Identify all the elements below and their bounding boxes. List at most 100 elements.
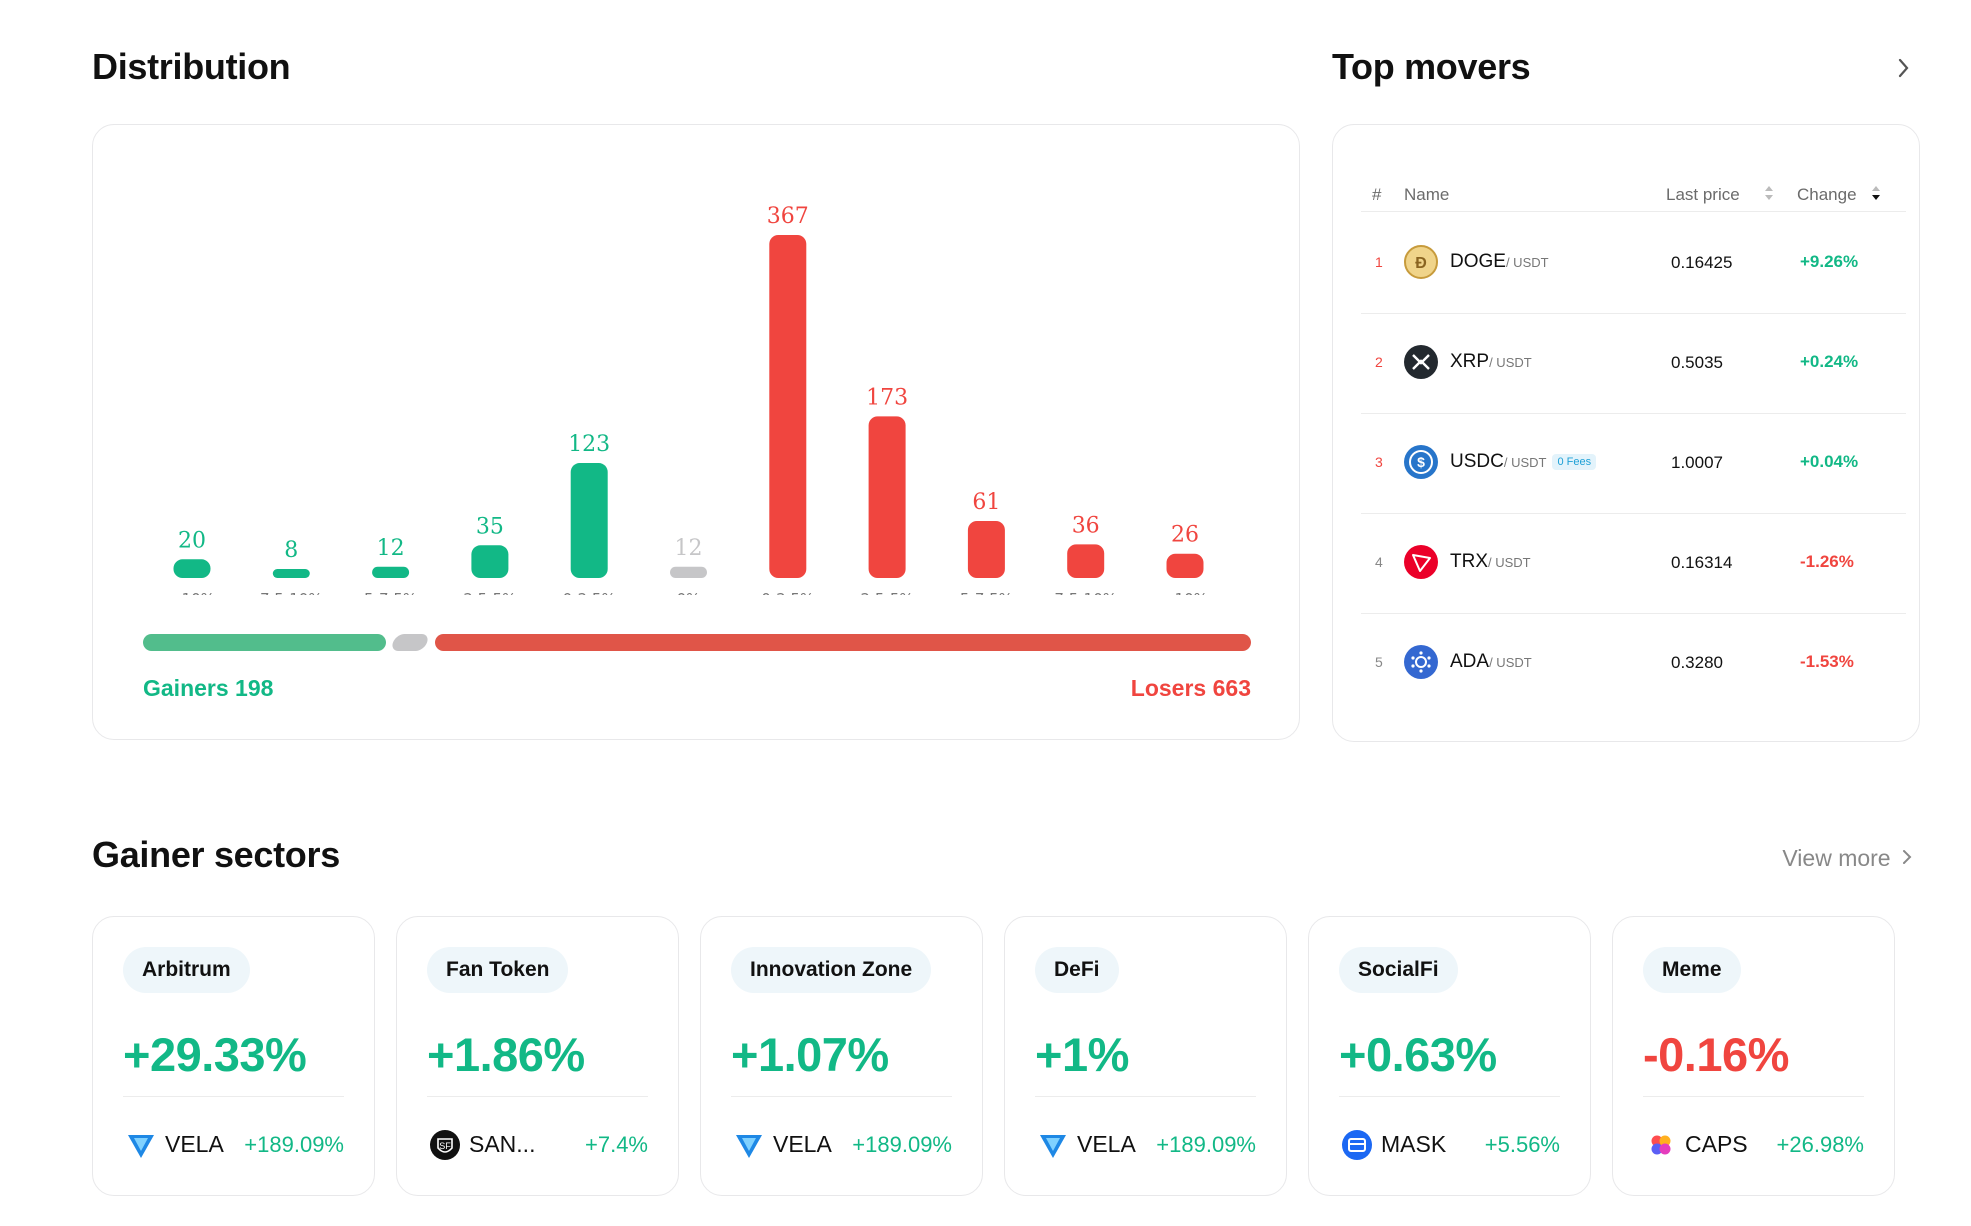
sector-card[interactable]: Innovation Zone +1.07% VELA +189.09%	[700, 916, 983, 1196]
sector-change: +1%	[1035, 1028, 1129, 1081]
mover-last-price: 0.16314	[1671, 553, 1733, 572]
bar-value-label: 173	[866, 385, 908, 410]
mover-quote: / USDT	[1503, 455, 1547, 470]
sector-change: +0.63%	[1339, 1028, 1497, 1081]
sector-card[interactable]: Arbitrum +29.33% VELA +189.09%	[92, 916, 375, 1196]
category-label: 2.5-5%	[861, 590, 914, 595]
bar-7	[868, 416, 906, 578]
mover-pair: TRX/ USDT	[1450, 551, 1531, 573]
bar-value-label: 20	[178, 528, 206, 553]
mover-rank: 3	[1375, 454, 1383, 470]
category-label: 5-7.5%	[364, 590, 417, 595]
mover-pair: DOGE/ USDT	[1450, 251, 1549, 273]
view-more-link[interactable]: View more	[1782, 845, 1913, 872]
category-label: ≥10%	[1162, 590, 1208, 595]
mover-row[interactable]: 2 XRP/ USDT 0.5035 +0.24%	[1333, 313, 1919, 413]
gainer-sectors-title: Gainer sectors	[92, 834, 340, 875]
svg-text:$: $	[1417, 454, 1425, 470]
mover-coin: USDC	[1450, 451, 1504, 472]
bar-value-label: 26	[1171, 523, 1199, 548]
bar-value-label: 12	[377, 536, 405, 561]
sector-name: Innovation Zone	[731, 947, 932, 993]
santos-icon: SF	[430, 1130, 460, 1160]
trx-icon	[1404, 545, 1438, 579]
losers-count: Losers 663	[1130, 675, 1251, 701]
vela-icon	[1038, 1130, 1068, 1160]
chevron-right-icon	[1903, 850, 1912, 864]
mover-pair: USDC/ USDT 0 Fees	[1450, 451, 1597, 473]
mover-change: +0.24%	[1800, 352, 1859, 371]
bar-6	[769, 235, 807, 578]
sector-name: DeFi	[1035, 947, 1119, 993]
mover-coin: XRP	[1450, 351, 1490, 372]
losers-bar	[435, 634, 1251, 651]
usdc-icon: $	[1404, 445, 1438, 479]
divider	[427, 1096, 648, 1097]
sector-top-coin-change: +26.98%	[1776, 1132, 1864, 1157]
mover-change: -1.53%	[1800, 652, 1854, 671]
mover-row[interactable]: 5 ADA/ USDT 0.3280 -1.53%	[1333, 613, 1919, 713]
mover-coin: ADA	[1450, 651, 1490, 672]
divider	[1361, 613, 1906, 614]
mover-change: -1.26%	[1800, 552, 1854, 571]
bar-9	[1067, 544, 1105, 578]
bar-value-label: 61	[972, 490, 1000, 515]
bar-2	[372, 566, 410, 578]
sector-name: SocialFi	[1339, 947, 1458, 993]
bar-3	[471, 545, 509, 578]
mover-change: +0.04%	[1800, 452, 1859, 471]
sector-name: Fan Token	[427, 947, 569, 993]
divider	[1035, 1096, 1256, 1097]
bar-value-label: 367	[767, 204, 809, 229]
category-label: 7.5-10%	[260, 590, 323, 595]
svg-text:SF: SF	[439, 1141, 451, 1151]
category-label: >10%	[169, 590, 215, 595]
category-label: 0%	[677, 590, 701, 595]
sector-top-coin-change: +189.09%	[1156, 1132, 1256, 1157]
mover-row[interactable]: 3 $ USDC/ USDT 0 Fees 1.0007 +0.04%	[1333, 413, 1919, 513]
chevron-right-icon[interactable]	[1896, 56, 1912, 80]
distribution-card: 20 >10% 8 7.5-10% 12 5-7.5% 35 2.5-5% 123 0-2.5% 1…	[92, 124, 1300, 740]
sector-card[interactable]: DeFi +1% VELA +189.09%	[1004, 916, 1287, 1196]
sector-change: +1.86%	[427, 1028, 585, 1081]
sector-top-coin-change: +5.56%	[1484, 1132, 1560, 1157]
last-price-header-label: Last price	[1666, 185, 1740, 204]
bar-value-label: 8	[284, 538, 298, 563]
mover-quote: / USDT	[1489, 655, 1532, 670]
sector-card[interactable]: SocialFi +0.63% MASK +5.56%	[1308, 916, 1591, 1196]
top-movers-title: Top movers	[1332, 46, 1531, 87]
mover-change: +9.26%	[1800, 252, 1859, 271]
gainers-bar	[143, 634, 386, 651]
change-header[interactable]: Change	[1797, 185, 1880, 205]
svg-text:Ð: Ð	[1415, 255, 1427, 272]
category-label: 2.5-5%	[463, 590, 516, 595]
sector-top-coin: VELA	[165, 1131, 224, 1157]
mask-icon	[1342, 1130, 1372, 1160]
mover-coin: TRX	[1450, 551, 1488, 572]
category-label: 5-7.5%	[960, 590, 1013, 595]
sort-icon	[1765, 186, 1773, 200]
sector-top-coin-change: +189.09%	[852, 1132, 952, 1157]
sector-change: +29.33%	[123, 1028, 307, 1081]
bar-value-label: 123	[568, 432, 610, 457]
category-label: 0-2.5%	[563, 590, 616, 595]
sector-name: Arbitrum	[123, 947, 250, 993]
divider	[1361, 313, 1906, 314]
bar-value-label: 12	[675, 536, 703, 561]
distribution-title: Distribution	[92, 46, 291, 87]
mover-pair: XRP/ USDT	[1450, 351, 1532, 373]
divider	[1361, 211, 1906, 212]
last-price-header[interactable]: Last price	[1666, 185, 1773, 205]
sector-top-coin: SAN...	[469, 1131, 536, 1157]
sector-card[interactable]: Fan Token +1.86% SF SAN... +7.4%	[396, 916, 679, 1196]
mover-row[interactable]: 1 Ð DOGE/ USDT 0.16425 +9.26%	[1333, 213, 1919, 313]
divider	[731, 1096, 952, 1097]
mover-rank: 2	[1375, 354, 1383, 370]
category-label: 7.5-10%	[1054, 590, 1117, 595]
mover-last-price: 0.3280	[1671, 653, 1723, 672]
mover-row[interactable]: 4 TRX/ USDT 0.16314 -1.26%	[1333, 513, 1919, 613]
bar-1	[272, 569, 310, 578]
sector-card[interactable]: Meme -0.16% CAPS +26.98%	[1612, 916, 1895, 1196]
mover-quote: / USDT	[1505, 255, 1549, 270]
zero-fees-badge: 0 Fees	[1552, 454, 1597, 470]
